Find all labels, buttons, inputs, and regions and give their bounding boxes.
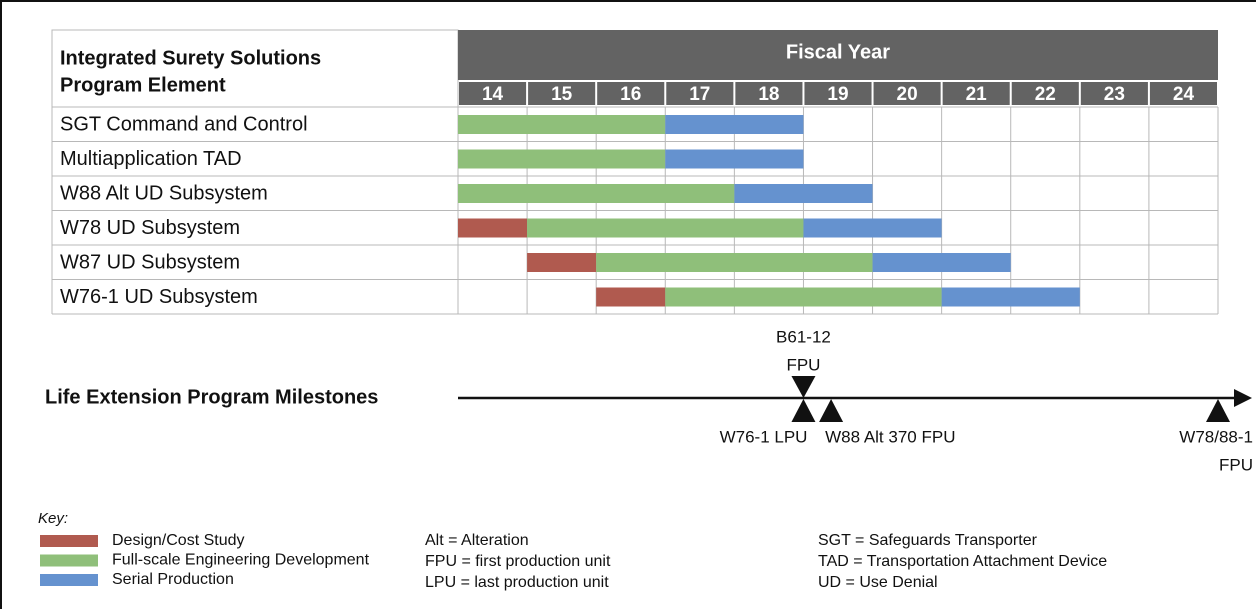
legend-swatch: [40, 574, 98, 586]
row-label: W76-1 UD Subsystem: [60, 286, 258, 308]
legend-label: Design/Cost Study: [112, 532, 245, 549]
gantt-bar: [458, 184, 735, 203]
abbreviation: Alt = Alteration: [425, 532, 529, 549]
gantt-bar: [665, 149, 804, 169]
abbreviation: SGT = Safeguards Transporter: [818, 532, 1038, 549]
year-cell: [873, 82, 941, 105]
year-cell: [735, 82, 803, 105]
year-cell: [1149, 82, 1217, 105]
milestone-marker: [791, 376, 816, 398]
gantt-bar: [596, 287, 666, 307]
milestone-marker: [791, 399, 816, 422]
header-left: [51, 29, 459, 108]
milestone-label: W88 Alt 370 FPU: [825, 427, 955, 446]
row-label: Multiapplication TAD: [60, 148, 242, 170]
x-tick-label: 17: [689, 84, 710, 105]
abbreviation: LPU = last production unit: [425, 574, 609, 591]
gantt-bar: [527, 253, 597, 272]
gantt-bar: [665, 287, 942, 307]
year-cell: [528, 82, 596, 105]
gantt-bar: [527, 218, 804, 238]
gantt-bar: [458, 115, 666, 134]
x-tick-label: 14: [482, 84, 504, 105]
x-tick-label: 23: [1104, 84, 1125, 105]
x-tick-label: 24: [1173, 84, 1195, 105]
column-title: Fiscal Year: [786, 41, 890, 63]
milestone-marker: [819, 399, 844, 422]
x-tick-label: 18: [758, 84, 779, 105]
header-title: Integrated Surety Solutions: [60, 47, 321, 69]
x-tick-label: 21: [966, 84, 988, 105]
milestone-label: FPU: [1219, 455, 1253, 474]
x-tick-label: 19: [827, 84, 848, 105]
year-cell: [942, 82, 1010, 105]
abbreviation: FPU = first production unit: [425, 553, 611, 570]
milestones-title: Life Extension Program Milestones: [45, 386, 378, 408]
gantt-bar: [665, 115, 804, 134]
year-cell: [666, 82, 734, 105]
x-tick-label: 16: [620, 84, 641, 105]
x-tick-label: 22: [1035, 84, 1056, 105]
row-label: W78 UD Subsystem: [60, 217, 240, 239]
header-bar: [458, 30, 1218, 80]
milestone-marker: [1206, 399, 1230, 422]
header-title: Program Element: [60, 74, 226, 96]
year-cell: [1080, 82, 1148, 105]
gantt-bar: [872, 253, 1011, 272]
abbreviation: TAD = Transportation Attachment Device: [818, 553, 1107, 570]
key-title: Key:: [38, 510, 68, 527]
year-cell: [804, 82, 872, 105]
row-label: W87 UD Subsystem: [60, 252, 240, 274]
abbreviation: UD = Use Denial: [818, 574, 938, 591]
gantt-bar: [458, 149, 666, 169]
milestone-label: B61-12: [776, 327, 831, 346]
legend-label: Full-scale Engineering Development: [112, 552, 370, 569]
timeline-arrow: [1234, 389, 1252, 407]
row-label: W88 Alt UD Subsystem: [60, 183, 268, 205]
gantt-bar: [734, 184, 873, 203]
year-cell: [597, 82, 665, 105]
legend-label: Serial Production: [112, 571, 234, 588]
legend-swatch: [40, 554, 98, 567]
row-label: SGT Command and Control: [60, 114, 308, 136]
gantt-bar: [803, 218, 942, 238]
milestone-label: W76-1 LPU: [720, 427, 808, 446]
gantt-bar: [458, 218, 528, 238]
year-cell: [1011, 82, 1079, 105]
x-tick-label: 15: [551, 84, 573, 105]
year-cell: [459, 82, 527, 105]
gantt-bar: [596, 253, 873, 272]
legend-swatch: [40, 535, 98, 547]
gantt-bar: [941, 287, 1080, 307]
x-tick-label: 20: [897, 84, 918, 105]
milestone-label: W78/88-1: [1179, 427, 1253, 446]
milestone-label: FPU: [786, 355, 820, 374]
